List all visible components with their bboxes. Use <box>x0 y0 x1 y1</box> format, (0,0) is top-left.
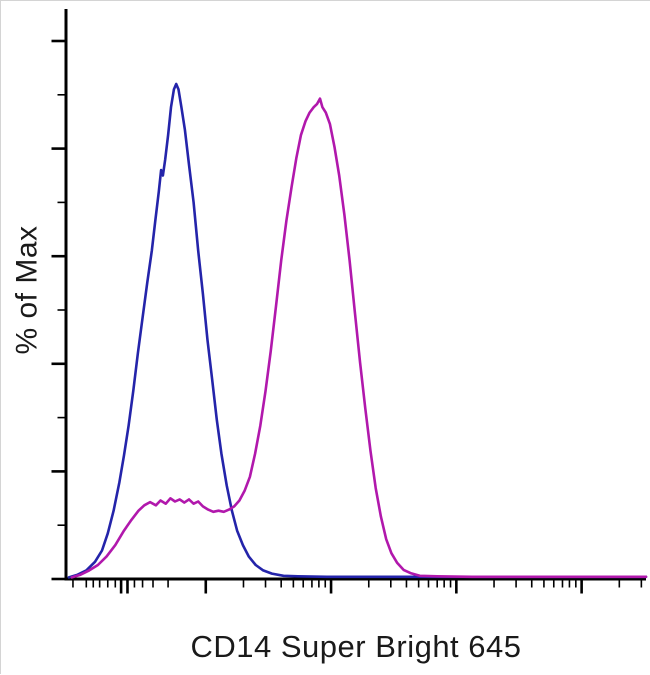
blue-curve <box>67 82 648 579</box>
x-axis-label: CD14 Super Bright 645 <box>190 629 522 664</box>
magenta-curve <box>70 97 648 579</box>
